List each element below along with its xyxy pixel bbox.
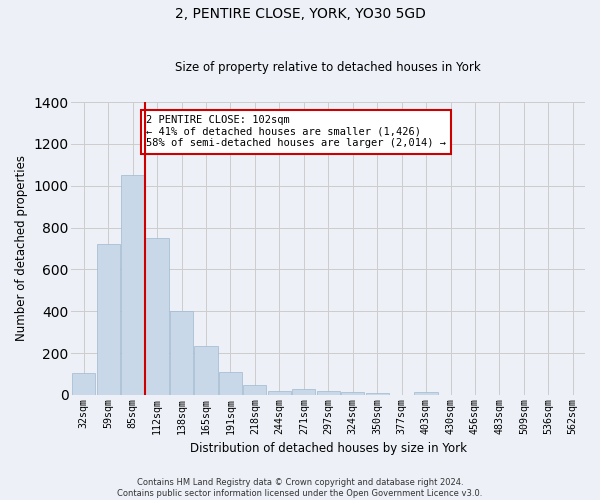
Bar: [194, 346, 218, 395]
Bar: [121, 176, 144, 395]
Bar: [365, 393, 389, 395]
Bar: [72, 373, 95, 395]
Text: 2, PENTIRE CLOSE, YORK, YO30 5GD: 2, PENTIRE CLOSE, YORK, YO30 5GD: [175, 8, 425, 22]
Bar: [243, 386, 266, 395]
Bar: [292, 389, 316, 395]
Bar: [415, 392, 437, 395]
Bar: [268, 390, 291, 395]
Bar: [219, 372, 242, 395]
Bar: [145, 238, 169, 395]
Bar: [341, 392, 364, 395]
X-axis label: Distribution of detached houses by size in York: Distribution of detached houses by size …: [190, 442, 467, 455]
Bar: [97, 244, 120, 395]
Title: Size of property relative to detached houses in York: Size of property relative to detached ho…: [175, 62, 481, 74]
Bar: [170, 311, 193, 395]
Bar: [317, 390, 340, 395]
Y-axis label: Number of detached properties: Number of detached properties: [15, 156, 28, 342]
Text: 2 PENTIRE CLOSE: 102sqm
← 41% of detached houses are smaller (1,426)
58% of semi: 2 PENTIRE CLOSE: 102sqm ← 41% of detache…: [146, 115, 446, 148]
Text: Contains HM Land Registry data © Crown copyright and database right 2024.
Contai: Contains HM Land Registry data © Crown c…: [118, 478, 482, 498]
